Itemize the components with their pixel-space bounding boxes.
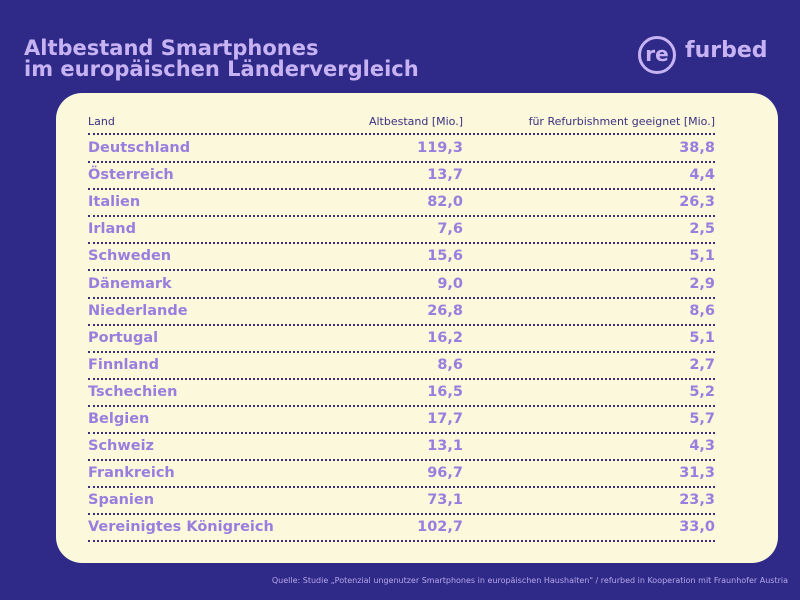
divider [88, 377, 715, 380]
cell-value: 38,8 [679, 140, 715, 156]
cell-value: 5,7 [689, 411, 715, 427]
divider [88, 432, 715, 434]
cell-country: Niederlande [88, 302, 188, 319]
cell-value: 8,6 [689, 302, 715, 319]
divider [88, 133, 715, 135]
source-note: Quelle: Studie „Potenzial ungenutzer Sma… [271, 576, 788, 585]
cell-value: 2,9 [689, 275, 715, 292]
cell-value: 13,7 [427, 167, 463, 184]
cell-value: 33,0 [679, 519, 715, 536]
cell-value: 5,2 [689, 383, 715, 400]
cell-value: 8,6 [437, 356, 463, 373]
cell-value: 82,0 [427, 194, 463, 211]
cell-value: 2,5 [689, 221, 715, 238]
cell-value: 15,6 [427, 248, 463, 265]
divider [88, 459, 715, 462]
logo-circle: re [638, 36, 676, 74]
divider [88, 188, 715, 191]
cell-value: 119,3 [417, 140, 463, 156]
cell-country: Schweden [88, 248, 172, 265]
cell-value: 13,1 [427, 438, 463, 455]
cell-value: 9,0 [437, 275, 463, 292]
divider [88, 513, 715, 516]
divider [88, 215, 715, 218]
divider [88, 161, 715, 163]
divider [88, 486, 715, 489]
divider [88, 540, 715, 543]
divider [88, 350, 715, 353]
cell-country: Irland [88, 221, 137, 238]
cell-value: 5,1 [689, 329, 715, 346]
column-header: Altbestand [Mio.] [368, 115, 463, 128]
cell-country: Belgien [88, 411, 150, 427]
table-card [56, 93, 778, 563]
cell-country: Tschechien [88, 383, 178, 400]
cell-value: 7,6 [437, 221, 463, 238]
cell-country: Österreich [88, 167, 174, 184]
column-header: Land [88, 115, 115, 128]
logo-text: furbed [685, 38, 768, 63]
cell-value: 2,7 [689, 356, 715, 373]
cell-country: Italien [88, 194, 141, 211]
title-line: Altbestand Smartphones [24, 36, 319, 60]
cell-value: 26,3 [679, 194, 715, 211]
cell-country: Finnland [88, 356, 159, 373]
divider [88, 269, 715, 272]
cell-value: 4,4 [689, 167, 715, 184]
cell-country: Schweiz [88, 438, 155, 455]
cell-value: 4,3 [689, 438, 715, 455]
cell-country: Deutschland [88, 140, 191, 156]
cell-value: 96,7 [427, 465, 463, 482]
cell-country: Dänemark [88, 275, 172, 292]
cell-value: 73,1 [427, 492, 463, 509]
cell-country: Vereinigtes Königreich [88, 519, 274, 536]
cell-value: 23,3 [679, 492, 715, 509]
cell-value: 17,7 [427, 411, 463, 427]
divider [88, 242, 715, 245]
divider [88, 323, 715, 326]
cell-country: Frankreich [88, 465, 175, 482]
cell-value: 16,5 [427, 383, 463, 400]
cell-value: 31,3 [679, 465, 715, 482]
cell-value: 102,7 [417, 519, 463, 536]
divider [88, 404, 715, 407]
divider [88, 296, 715, 299]
cell-value: 26,8 [427, 302, 463, 319]
title-line: im europäischen Ländervergleich [24, 57, 419, 81]
cell-country: Portugal [88, 329, 159, 346]
cell-value: 16,2 [427, 329, 463, 346]
cell-country: Spanien [88, 492, 155, 509]
cell-value: 5,1 [689, 248, 715, 265]
column-header: für Refurbishment geeignet [Mio.] [528, 115, 715, 128]
